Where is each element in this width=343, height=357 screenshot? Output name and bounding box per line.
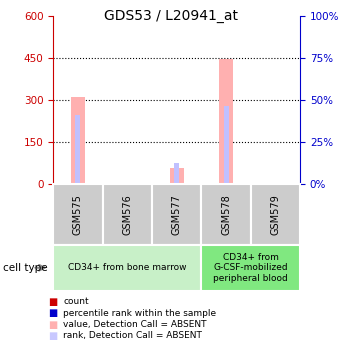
Text: count: count (63, 297, 89, 306)
Text: ■: ■ (49, 308, 58, 318)
Text: GSM575: GSM575 (73, 194, 83, 235)
Text: ■: ■ (49, 320, 58, 330)
Text: CD34+ from bone marrow: CD34+ from bone marrow (68, 263, 187, 272)
Text: GSM579: GSM579 (270, 194, 281, 235)
Bar (75, 115, 80, 184)
Bar (201, 184, 251, 245)
Text: GSM577: GSM577 (172, 194, 182, 235)
Text: ■: ■ (49, 331, 58, 341)
Text: GSM578: GSM578 (221, 194, 231, 235)
Text: value, Detection Call = ABSENT: value, Detection Call = ABSENT (63, 320, 207, 329)
Bar (251, 184, 300, 245)
Text: CD34+ from
G-CSF-mobilized
peripheral blood: CD34+ from G-CSF-mobilized peripheral bl… (213, 253, 288, 283)
Text: rank, Detection Call = ABSENT: rank, Detection Call = ABSENT (63, 331, 202, 341)
Bar (174, 163, 179, 184)
Bar (152, 184, 201, 245)
Bar (71, 97, 85, 184)
Text: percentile rank within the sample: percentile rank within the sample (63, 308, 216, 318)
Bar (103, 184, 152, 245)
Text: ■: ■ (49, 297, 58, 307)
Text: GSM576: GSM576 (122, 194, 132, 235)
Bar (224, 106, 228, 184)
Bar (201, 245, 300, 291)
Text: cell type: cell type (3, 263, 48, 273)
Bar (219, 59, 233, 184)
Bar (53, 245, 201, 291)
Bar (53, 184, 103, 245)
Bar (170, 169, 184, 184)
Text: GDS53 / L20941_at: GDS53 / L20941_at (105, 9, 238, 23)
